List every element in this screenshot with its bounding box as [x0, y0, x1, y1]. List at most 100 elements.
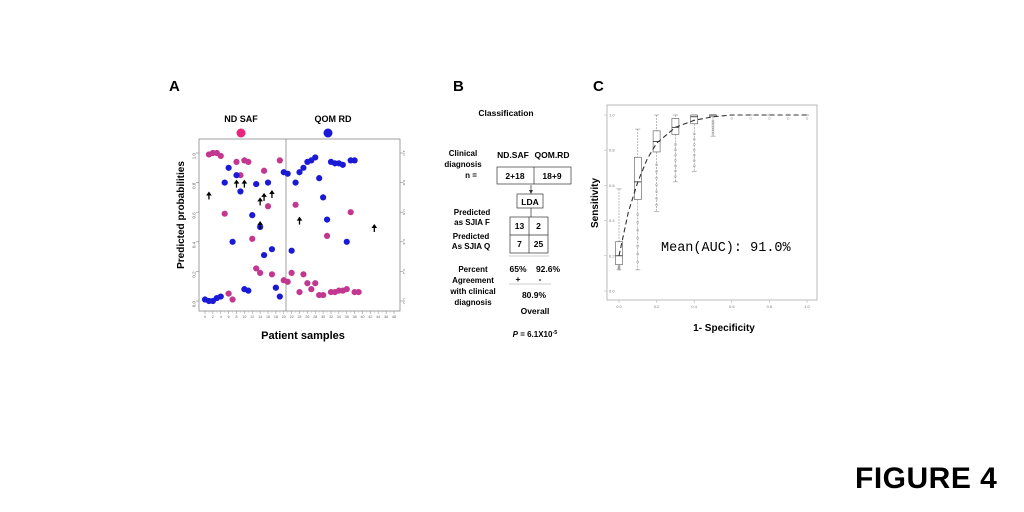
arrow-head: [296, 216, 303, 221]
blue-data-point: [217, 293, 224, 300]
roc-x-tick-label: 0.0: [616, 304, 622, 309]
group-label-qom-rd: QOM RD: [315, 114, 352, 124]
x-tick-label: 14: [258, 315, 262, 319]
x-tick-label: 0: [204, 315, 206, 319]
blue-data-point: [268, 246, 276, 253]
outlier-point: [674, 153, 677, 157]
outlier-point: [674, 175, 677, 178]
magenta-data-point: [268, 271, 276, 278]
outlier-point: [674, 159, 677, 162]
agree-label-1: Percent: [458, 265, 488, 274]
left-tick-label: 0.2: [192, 271, 197, 278]
pred-q-label-2: As SJIA Q: [452, 242, 490, 251]
outlier-point: [768, 117, 771, 120]
blue-data-point: [245, 287, 252, 294]
outlier-point: [692, 164, 696, 168]
magenta-data-point: [288, 269, 295, 276]
agree-label-2: Agreement: [452, 276, 494, 285]
x-tick-label: 18: [274, 315, 278, 319]
outlier-point: [674, 164, 677, 168]
roc-y-tick-label: 0.0: [609, 289, 615, 294]
magenta-data-point: [292, 201, 299, 208]
arrow-head: [241, 179, 248, 184]
box: [633, 156, 642, 200]
magenta-data-point: [300, 271, 307, 278]
blue-data-point: [343, 238, 350, 245]
outlier-point: [617, 265, 621, 269]
col-header-qom-rd: QOM.RD: [535, 150, 570, 160]
blue-data-point: [284, 170, 291, 177]
magenta-data-point: [221, 210, 228, 217]
outlier-point: [692, 143, 696, 146]
agree-label-3: with clinical: [449, 287, 495, 296]
blue-data-point: [312, 154, 319, 161]
outlier-point: [655, 176, 658, 180]
overall-label: Overall: [521, 306, 550, 316]
pred-q-label-1: Predicted: [453, 232, 490, 241]
outlier-point: [749, 117, 752, 120]
magenta-data-point: [249, 235, 256, 242]
arrow-head: [233, 179, 240, 184]
mean-roc-curve: [618, 114, 807, 256]
outlier-point: [655, 183, 658, 187]
outlier-point: [692, 148, 696, 152]
roc-x-tick-label: 0.8: [767, 304, 773, 309]
blue-data-point: [260, 252, 268, 259]
outlier-point: [692, 153, 696, 157]
arrow-head: [269, 189, 275, 194]
n-qom-rd: 18+9: [542, 171, 561, 181]
figure-label: FIGURE 4: [855, 462, 998, 495]
outlier-point: [805, 117, 809, 120]
group-marker-qom-rd: [323, 128, 333, 138]
group-marker-nd-saf: [236, 128, 246, 138]
cell-2: 2: [536, 221, 541, 231]
outlier-point: [655, 170, 658, 173]
overall-pct: 80.9%: [522, 290, 547, 300]
magenta-data-point: [284, 278, 291, 285]
blue-data-point: [233, 172, 240, 179]
outlier-point: [617, 267, 621, 271]
pct-nd-saf: 65%: [509, 264, 526, 274]
lda-box: [516, 193, 544, 209]
blue-data-point: [300, 164, 307, 171]
outlier-point: [655, 203, 658, 207]
outlier-point: [636, 221, 640, 224]
classification-title: Classification: [478, 108, 533, 118]
blue-data-point: [339, 161, 346, 168]
magenta-data-point: [253, 265, 260, 272]
lda-label: LDA: [521, 197, 538, 207]
outlier-point: [711, 119, 715, 123]
outlier-point: [636, 213, 640, 216]
x-axis-label: Patient samples: [261, 330, 345, 342]
right-tick-label: 0.4: [402, 239, 405, 245]
box: [615, 241, 623, 265]
panel-c-roc: C Sensitivity 1- Specificity Mean(AUC): …: [590, 78, 818, 334]
pct-qom-rd: 92.6%: [536, 264, 561, 274]
x-tick-label: 38: [353, 315, 357, 319]
magenta-data-point: [260, 167, 268, 174]
x-tick-label: 42: [368, 315, 372, 319]
box: [690, 114, 698, 125]
panel-b-classification: B Classification Clinical diagnosis n = …: [444, 78, 572, 339]
magenta-data-point: [264, 203, 272, 210]
roc-y-tick-label: 0.4: [609, 218, 615, 223]
outlier-point: [636, 260, 640, 264]
blue-data-point: [264, 179, 272, 186]
panel-b-letter: B: [453, 78, 464, 95]
blue-data-point: [296, 169, 303, 176]
axis-ticks: 0.00.20.40.60.81.00.00.20.40.60.81.00 2 4 6…: [192, 150, 406, 319]
left-tick-label: 0.0: [192, 301, 197, 308]
x-tick-label: 28: [313, 315, 317, 319]
magenta-data-point: [257, 269, 264, 276]
blue-data-point: [249, 212, 256, 219]
blue-data-point: [351, 157, 358, 164]
right-tick-label: 0.0: [402, 298, 405, 304]
roc-y-tick-label: 1.0: [609, 113, 615, 118]
outlier-point: [636, 244, 640, 248]
magenta-data-point: [355, 289, 362, 296]
roc-x-tick-label: 0.4: [691, 304, 697, 309]
x-tick-label: 2: [212, 315, 214, 319]
x-tick-label: 46: [384, 315, 388, 319]
roc-y-tick-label: 0.2: [609, 253, 615, 258]
magenta-data-point: [276, 157, 283, 164]
